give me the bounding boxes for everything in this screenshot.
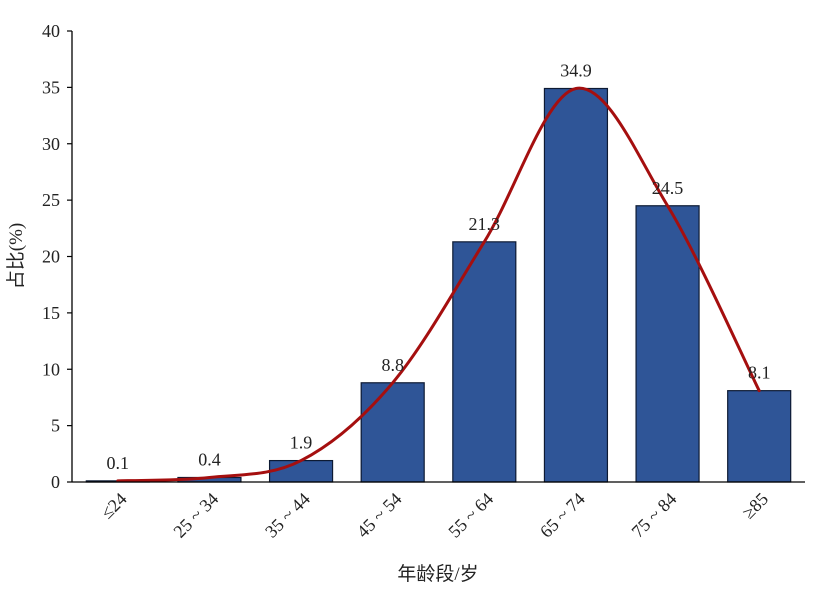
x-tick-label-6: 75 ~ 84 [628, 489, 681, 542]
y-tick-label-7: 35 [42, 77, 60, 97]
x-tick-label-2: 35 ~ 44 [261, 489, 314, 542]
bar-6 [635, 205, 700, 483]
x-tick-label-5: 65 ~ 74 [536, 489, 589, 542]
data-label-2: 1.9 [290, 433, 313, 453]
x-tick-label-4: 55 ~ 64 [444, 489, 497, 542]
data-label-0: 0.1 [107, 453, 130, 473]
bar-4 [452, 241, 517, 483]
bars-group [85, 87, 792, 483]
bar-2 [268, 459, 334, 483]
x-axis-title: 年龄段/岁 [397, 563, 478, 585]
y-tick-label-1: 5 [51, 416, 60, 436]
bar-3 [360, 382, 425, 483]
data-label-7: 8.1 [748, 363, 771, 383]
trend-curve [116, 86, 761, 483]
trend-curve-layer [116, 86, 761, 483]
data-label-6: 24.5 [652, 178, 684, 198]
axes-group [71, 31, 805, 483]
bar-7 [727, 390, 792, 483]
data-label-1: 0.4 [198, 449, 221, 469]
y-tick-label-3: 15 [42, 303, 60, 323]
x-tick-label-1: 25 ~ 34 [169, 489, 222, 542]
y-tick-label-6: 30 [42, 134, 60, 154]
bar-5 [543, 87, 609, 483]
x-tick-label-3: 45 ~ 54 [353, 489, 406, 542]
y-tick-label-4: 20 [42, 247, 60, 267]
x-axis-ticks: ≤24 25 ~ 34 35 ~ 44 45 ~ 54 55 ~ 64 65 ~ 74 75… [97, 489, 772, 542]
y-axis-title: 占比(%) [5, 223, 27, 289]
x-tick-label-7: ≥85 [738, 489, 772, 523]
y-tick-label-2: 10 [42, 359, 60, 379]
y-axis-ticks: 0 5 10 15 20 25 30 35 40 [42, 21, 72, 492]
x-tick-label-0: ≤24 [97, 489, 131, 523]
y-tick-label-0: 0 [51, 472, 60, 492]
data-labels-group: 0.1 0.4 1.9 8.8 21.3 34.9 24.5 8.1 [107, 61, 771, 473]
y-tick-label-8: 40 [42, 21, 60, 41]
data-label-3: 8.8 [381, 355, 404, 375]
data-label-5: 34.9 [560, 61, 592, 81]
data-label-4: 21.3 [469, 214, 501, 234]
y-tick-label-5: 25 [42, 190, 60, 210]
